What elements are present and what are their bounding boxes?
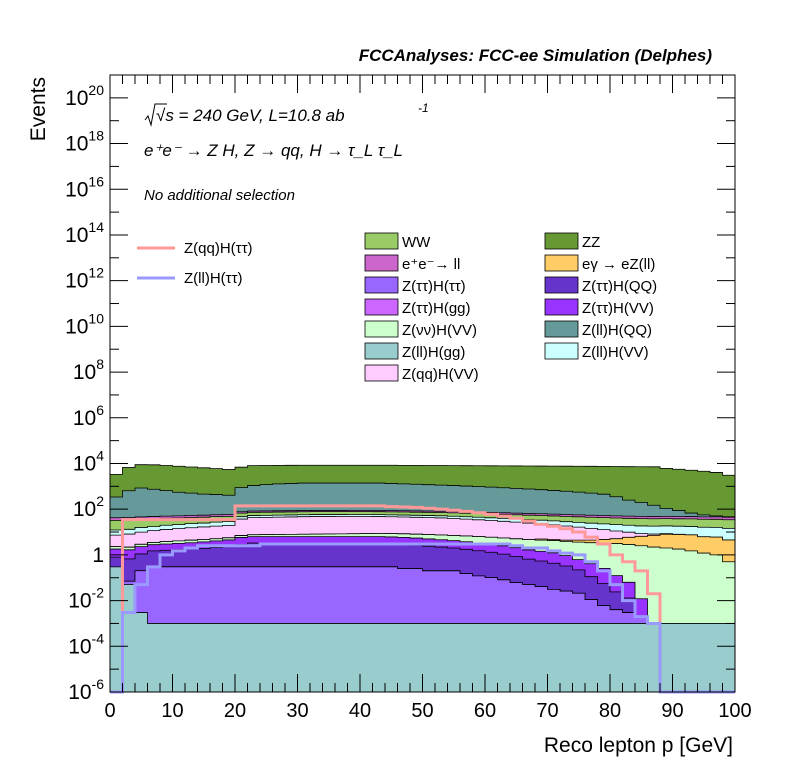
legend-label: e⁺e⁻→ ll — [402, 256, 460, 273]
stack-z-ll-h-gg — [109, 566, 736, 693]
legend-label: Z(ττ)H(VV) — [582, 300, 654, 317]
legend: Z(qq)H(ττ) Z(ll)H(ττ) WW ZZ e⁺e⁻→ ll eγ → eZ(… — [137, 232, 657, 383]
x-tick-label: 40 — [349, 700, 371, 722]
legend-swatch — [544, 276, 579, 294]
legend-swatch — [544, 254, 579, 272]
x-axis-title: Reco lepton p [GeV] — [544, 734, 733, 757]
axes: 0 10 20 30 40 50 60 70 80 90 10010-610-410-2110210… — [65, 74, 752, 722]
y-tick-label: 10-2 — [68, 585, 104, 613]
annotation-selection: No additional selection — [144, 187, 295, 204]
stacked-histogram — [109, 464, 736, 693]
y-tick-label: 106 — [73, 402, 104, 430]
x-tick-label: 0 — [104, 700, 115, 722]
legend-label: ZZ — [582, 234, 600, 251]
x-tick-label: 10 — [161, 700, 183, 722]
y-tick-label: 102 — [73, 493, 104, 521]
legend-label: Z(ττ)H(ττ) — [402, 278, 466, 295]
annotation-process: e⁺e⁻ → Z H, Z → qq, H → τ_L τ_L — [144, 141, 403, 160]
legend-label: Z(νν)H(VV) — [402, 322, 477, 339]
x-tick-label: 80 — [599, 700, 621, 722]
y-tick-label: 104 — [73, 447, 104, 475]
legend-signal-label: Z(ll)H(ττ) — [184, 270, 243, 287]
x-tick-label: 50 — [411, 700, 433, 722]
legend-label: Z(ll)H(VV) — [582, 344, 649, 361]
chart-title: FCCAnalyses: FCC-ee Simulation (Delphes) — [359, 46, 713, 65]
signal-z-qq-h — [110, 504, 735, 694]
y-tick-label: 1012 — [65, 265, 104, 293]
legend-swatch — [364, 232, 399, 250]
y-tick-label: 1 — [92, 544, 104, 567]
y-tick-label: 1016 — [65, 173, 104, 201]
legend-swatch — [364, 364, 399, 382]
annotation-energy: √s = 240 GeV, L=10.8 ab -1 — [144, 101, 429, 127]
x-tick-label: 70 — [536, 700, 558, 722]
y-tick-label: 1010 — [65, 310, 104, 338]
legend-swatch — [364, 298, 399, 316]
legend-label: Z(ll)H(QQ) — [582, 322, 652, 339]
y-tick-label: 108 — [73, 356, 104, 384]
y-tick-label: 10-4 — [68, 630, 104, 658]
legend-label: Z(ττ)H(QQ) — [582, 278, 657, 295]
x-tick-label: 20 — [224, 700, 246, 722]
legend-label: Z(ττ)H(gg) — [402, 300, 471, 317]
x-tick-label: 100 — [718, 700, 751, 722]
y-tick-label: 1020 — [65, 82, 104, 110]
legend-swatch — [544, 232, 579, 250]
legend-swatch — [364, 254, 399, 272]
legend-swatch — [544, 298, 579, 316]
sqrt-icon — [144, 103, 167, 127]
signal-histograms — [110, 504, 735, 694]
legend-label: WW — [402, 234, 431, 251]
x-tick-label: 30 — [286, 700, 308, 722]
y-tick-label: 10-6 — [68, 676, 104, 704]
signal-z-ll-h — [110, 542, 735, 694]
legend-label: Z(ll)H(gg) — [402, 344, 465, 361]
legend-swatch — [544, 320, 579, 338]
legend-swatch — [364, 342, 399, 360]
energy-sup: -1 — [418, 101, 429, 115]
legend-swatch — [544, 342, 579, 360]
legend-swatch — [364, 276, 399, 294]
legend-signal-label: Z(qq)H(ττ) — [184, 240, 253, 257]
y-tick-label: 1018 — [65, 128, 104, 156]
y-tick-label: 1014 — [65, 219, 104, 247]
x-tick-label: 60 — [474, 700, 496, 722]
y-axis-title: Events — [27, 77, 50, 141]
legend-label: Z(qq)H(VV) — [402, 366, 479, 383]
legend-swatch — [364, 320, 399, 338]
energy-text: √s = 240 GeV, L=10.8 ab — [156, 106, 345, 125]
x-tick-label: 90 — [661, 700, 683, 722]
legend-label: eγ → eZ(ll) — [582, 256, 655, 273]
